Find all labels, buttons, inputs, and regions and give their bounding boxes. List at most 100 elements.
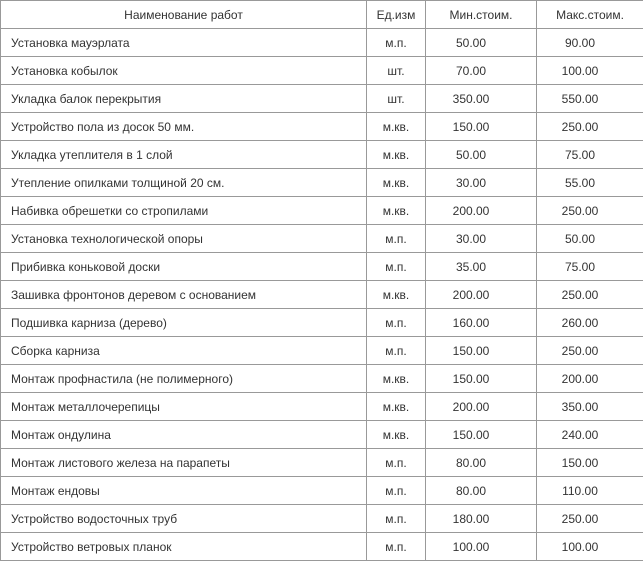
cell-min: 200.00 — [426, 281, 537, 309]
table-row: Набивка обрешетки со стропиламим.кв.200.… — [1, 197, 643, 225]
cell-min: 160.00 — [426, 309, 537, 337]
cell-max: 550.00 — [537, 85, 643, 113]
cell-max: 55.00 — [537, 169, 643, 197]
cell-min: 150.00 — [426, 113, 537, 141]
cell-min: 50.00 — [426, 141, 537, 169]
cell-name: Установка кобылок — [1, 57, 367, 85]
table-row: Укладка балок перекрытияшт.350.00550.00 — [1, 85, 643, 113]
price-table: Наименование работ Ед.изм Мин.стоим. Мак… — [0, 0, 643, 561]
cell-name: Прибивка коньковой доски — [1, 253, 367, 281]
cell-max: 100.00 — [537, 533, 643, 561]
cell-name: Монтаж листового железа на парапеты — [1, 449, 367, 477]
cell-unit: м.п. — [367, 533, 426, 561]
cell-unit: м.кв. — [367, 113, 426, 141]
cell-name: Укладка балок перекрытия — [1, 85, 367, 113]
cell-unit: м.кв. — [367, 197, 426, 225]
table-row: Монтаж ендовым.п.80.00110.00 — [1, 477, 643, 505]
cell-unit: м.п. — [367, 29, 426, 57]
cell-unit: м.кв. — [367, 393, 426, 421]
cell-unit: шт. — [367, 85, 426, 113]
cell-unit: м.п. — [367, 337, 426, 365]
cell-min: 100.00 — [426, 533, 537, 561]
cell-unit: м.кв. — [367, 141, 426, 169]
cell-name: Набивка обрешетки со стропилами — [1, 197, 367, 225]
cell-max: 200.00 — [537, 365, 643, 393]
table-row: Установка мауэрлатам.п.50.0090.00 — [1, 29, 643, 57]
table-row: Монтаж профнастила (не полимерного)м.кв.… — [1, 365, 643, 393]
cell-name: Подшивка карниза (дерево) — [1, 309, 367, 337]
cell-unit: м.п. — [367, 449, 426, 477]
cell-name: Устройство водосточных труб — [1, 505, 367, 533]
cell-max: 250.00 — [537, 197, 643, 225]
cell-name: Установка мауэрлата — [1, 29, 367, 57]
cell-max: 150.00 — [537, 449, 643, 477]
cell-min: 35.00 — [426, 253, 537, 281]
cell-unit: м.п. — [367, 505, 426, 533]
cell-name: Монтаж металлочерепицы — [1, 393, 367, 421]
cell-unit: м.кв. — [367, 281, 426, 309]
table-row: Монтаж листового железа на парапетым.п.8… — [1, 449, 643, 477]
cell-name: Сборка карниза — [1, 337, 367, 365]
cell-max: 100.00 — [537, 57, 643, 85]
cell-max: 350.00 — [537, 393, 643, 421]
cell-max: 260.00 — [537, 309, 643, 337]
cell-unit: м.кв. — [367, 365, 426, 393]
cell-max: 250.00 — [537, 113, 643, 141]
cell-unit: м.кв. — [367, 169, 426, 197]
cell-min: 150.00 — [426, 337, 537, 365]
cell-max: 110.00 — [537, 477, 643, 505]
table-row: Устройство ветровых планокм.п.100.00100.… — [1, 533, 643, 561]
cell-name: Зашивка фронтонов деревом с основанием — [1, 281, 367, 309]
col-header-max: Макс.стоим. — [537, 1, 643, 29]
cell-name: Монтаж профнастила (не полимерного) — [1, 365, 367, 393]
cell-name: Устройство пола из досок 50 мм. — [1, 113, 367, 141]
cell-min: 150.00 — [426, 421, 537, 449]
cell-min: 30.00 — [426, 225, 537, 253]
table-row: Подшивка карниза (дерево)м.п.160.00260.0… — [1, 309, 643, 337]
cell-unit: м.п. — [367, 253, 426, 281]
cell-max: 250.00 — [537, 281, 643, 309]
cell-name: Утепление опилками толщиной 20 см. — [1, 169, 367, 197]
cell-min: 80.00 — [426, 477, 537, 505]
cell-max: 240.00 — [537, 421, 643, 449]
table-row: Утепление опилками толщиной 20 см.м.кв.3… — [1, 169, 643, 197]
cell-unit: м.п. — [367, 225, 426, 253]
cell-min: 180.00 — [426, 505, 537, 533]
table-row: Укладка утеплителя в 1 слойм.кв.50.0075.… — [1, 141, 643, 169]
cell-name: Устройство ветровых планок — [1, 533, 367, 561]
cell-min: 70.00 — [426, 57, 537, 85]
col-header-name: Наименование работ — [1, 1, 367, 29]
table-row: Прибивка коньковой доским.п.35.0075.00 — [1, 253, 643, 281]
table-row: Зашивка фронтонов деревом с основаниемм.… — [1, 281, 643, 309]
cell-max: 75.00 — [537, 253, 643, 281]
cell-max: 90.00 — [537, 29, 643, 57]
table-row: Установка технологической опорым.п.30.00… — [1, 225, 643, 253]
cell-max: 250.00 — [537, 505, 643, 533]
cell-max: 50.00 — [537, 225, 643, 253]
table-row: Монтаж металлочерепицым.кв.200.00350.00 — [1, 393, 643, 421]
cell-min: 30.00 — [426, 169, 537, 197]
cell-unit: м.кв. — [367, 421, 426, 449]
cell-name: Монтаж ендовы — [1, 477, 367, 505]
table-header-row: Наименование работ Ед.изм Мин.стоим. Мак… — [1, 1, 643, 29]
cell-min: 200.00 — [426, 197, 537, 225]
cell-min: 350.00 — [426, 85, 537, 113]
cell-max: 75.00 — [537, 141, 643, 169]
cell-max: 250.00 — [537, 337, 643, 365]
cell-name: Укладка утеплителя в 1 слой — [1, 141, 367, 169]
cell-unit: шт. — [367, 57, 426, 85]
cell-min: 80.00 — [426, 449, 537, 477]
table-row: Устройство пола из досок 50 мм.м.кв.150.… — [1, 113, 643, 141]
col-header-unit: Ед.изм — [367, 1, 426, 29]
cell-unit: м.п. — [367, 309, 426, 337]
table-row: Установка кобылокшт.70.00100.00 — [1, 57, 643, 85]
cell-min: 200.00 — [426, 393, 537, 421]
cell-min: 150.00 — [426, 365, 537, 393]
cell-unit: м.п. — [367, 477, 426, 505]
cell-name: Монтаж ондулина — [1, 421, 367, 449]
cell-name: Установка технологической опоры — [1, 225, 367, 253]
table-row: Сборка карнизам.п.150.00250.00 — [1, 337, 643, 365]
cell-min: 50.00 — [426, 29, 537, 57]
table-row: Монтаж ондулинам.кв.150.00240.00 — [1, 421, 643, 449]
col-header-min: Мин.стоим. — [426, 1, 537, 29]
